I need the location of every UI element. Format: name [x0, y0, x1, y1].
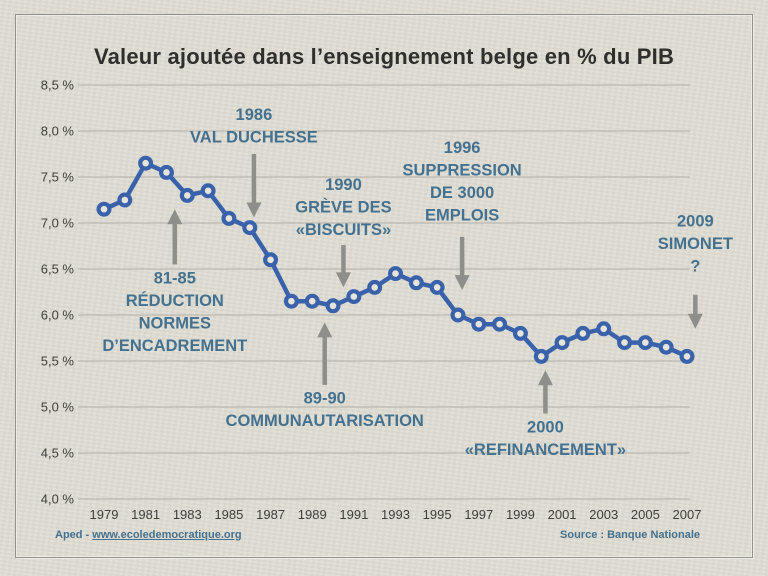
annotation-label: 2009: [677, 213, 714, 231]
data-point: [138, 155, 154, 171]
x-tick-label: 2003: [589, 507, 618, 522]
x-tick-label: 1979: [90, 507, 119, 522]
annotation-label: RÉDUCTION: [126, 291, 224, 310]
y-tick-label: 5,0 %: [41, 400, 75, 415]
annotation-label: COMMUNAUTARISATION: [226, 412, 424, 430]
annotation-label: D’ENCADREMENT: [102, 337, 247, 355]
annotation-label: 1990: [325, 176, 362, 194]
annotation-label: SIMONET: [658, 235, 733, 253]
data-point: [679, 348, 695, 364]
y-tick-label: 6,5 %: [41, 262, 75, 277]
x-tick-label: 1987: [256, 507, 285, 522]
data-point: [117, 192, 133, 208]
data-point: [450, 307, 466, 323]
y-tick-label: 7,5 %: [41, 170, 75, 185]
annotation-label: 81-85: [154, 270, 196, 288]
annotation-label: EMPLOIS: [425, 207, 499, 225]
annotation-arrow-head: [246, 202, 262, 218]
y-tick-label: 7,0 %: [41, 216, 75, 231]
x-tick-label: 1995: [423, 507, 452, 522]
data-point: [575, 325, 591, 341]
data-point: [96, 201, 112, 217]
footer-source: Source : Banque Nationale: [560, 529, 700, 541]
annotation-label: 1996: [444, 139, 481, 157]
data-point: [492, 316, 508, 332]
x-tick-label: 1985: [214, 507, 243, 522]
data-point: [304, 293, 320, 309]
data-point: [533, 348, 549, 364]
data-point: [429, 279, 445, 295]
y-tick-label: 4,0 %: [41, 492, 75, 507]
x-tick-label: 1991: [339, 507, 368, 522]
x-tick-label: 2005: [631, 507, 660, 522]
data-point: [658, 339, 674, 355]
annotation-label: «BISCUITS»: [296, 221, 391, 239]
annotation-label: NORMES: [139, 315, 211, 333]
annotation-arrow-head: [537, 370, 553, 386]
data-point: [617, 335, 633, 351]
x-tick-label: 1983: [173, 507, 202, 522]
data-point: [221, 210, 237, 226]
footer-credit: Aped - www.ecoledemocratique.org: [55, 529, 242, 541]
annotation-label: SUPPRESSION: [403, 162, 522, 180]
data-point: [554, 335, 570, 351]
data-point: [388, 266, 404, 282]
data-point: [471, 316, 487, 332]
data-point: [325, 298, 341, 314]
annotation-arrow-head: [454, 275, 470, 291]
y-tick-label: 4,5 %: [41, 446, 75, 461]
x-tick-label: 1999: [506, 507, 535, 522]
x-tick-label: 1981: [131, 507, 160, 522]
data-point: [200, 183, 216, 199]
data-point: [158, 164, 174, 180]
x-tick-label: 1989: [298, 507, 327, 522]
x-tick-label: 2007: [673, 507, 702, 522]
annotation-arrow-head: [317, 322, 333, 338]
y-tick-label: 8,5 %: [41, 78, 75, 93]
data-point: [263, 252, 279, 268]
annotation-label: GRÈVE DES: [295, 197, 391, 216]
chart-title: Valeur ajoutée dans l’enseignement belge…: [93, 44, 675, 69]
data-point: [179, 187, 195, 203]
y-tick-label: 5,5 %: [41, 354, 75, 369]
data-point: [637, 335, 653, 351]
data-point: [596, 321, 612, 337]
data-point: [367, 279, 383, 295]
annotation-label: 2000: [527, 419, 564, 437]
data-point: [242, 220, 258, 236]
annotation-label: DE 3000: [430, 184, 494, 202]
x-tick-label: 1993: [381, 507, 410, 522]
annotation-arrow-head: [687, 313, 703, 329]
data-point: [283, 293, 299, 309]
y-tick-label: 6,0 %: [41, 308, 75, 323]
x-tick-label: 2001: [548, 507, 577, 522]
annotation-label: 89-90: [304, 389, 346, 407]
data-point: [408, 275, 424, 291]
annotation-arrow-head: [335, 272, 351, 288]
data-point: [512, 325, 528, 341]
annotation-arrow-head: [167, 209, 183, 225]
annotation-label: «REFINANCEMENT»: [465, 441, 626, 459]
data-point: [346, 289, 362, 305]
annotation-label: 1986: [236, 106, 273, 124]
annotation-label: ?: [690, 258, 700, 276]
x-tick-label: 1997: [464, 507, 493, 522]
y-tick-label: 8,0 %: [41, 124, 75, 139]
footer-credit-link[interactable]: www.ecoledemocratique.org: [92, 529, 242, 541]
annotation-label: VAL DUCHESSE: [190, 128, 318, 146]
footer-credit-prefix: Aped -: [55, 529, 93, 541]
